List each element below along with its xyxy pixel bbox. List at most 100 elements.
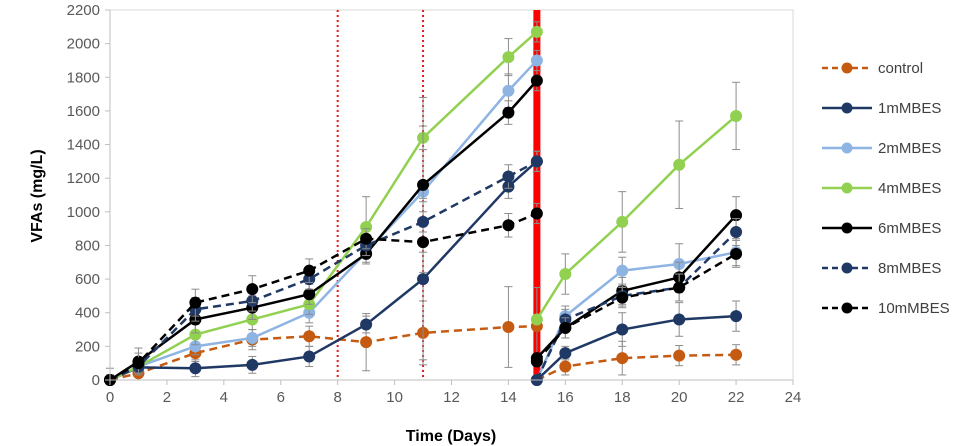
y-tick-label: 2000 (67, 36, 100, 53)
data-point (417, 215, 430, 228)
y-axis-title: VFAs (mg/L) (29, 149, 46, 242)
y-tick-label: 1800 (67, 69, 100, 86)
data-point (530, 313, 543, 326)
legend-item-control: control (822, 60, 923, 77)
legend-marker (841, 62, 853, 74)
legend-marker (841, 222, 853, 234)
legend-label: 10mMBES (878, 300, 950, 317)
y-tick-label: 1400 (67, 137, 100, 154)
data-point (616, 264, 629, 277)
axes: 0 2 4 6 8 10 12 14 16 18 20 22 240200400600800100012… (67, 2, 802, 406)
y-tick-label: 1200 (67, 170, 100, 187)
legend-label: 1mMBES (878, 100, 941, 117)
series-line (536, 353, 737, 382)
y-tick-label: 2200 (67, 2, 100, 19)
x-tick-label: 22 (728, 389, 745, 406)
data-point (673, 313, 686, 326)
data-point (303, 350, 316, 363)
data-point (616, 323, 629, 336)
data-point (730, 109, 743, 122)
y-tick-label: 800 (75, 237, 100, 254)
y-tick-label: 1600 (67, 103, 100, 120)
data-point (303, 288, 316, 301)
x-tick-label: 16 (557, 389, 574, 406)
series-layer (104, 21, 743, 386)
data-point (559, 268, 572, 281)
legend-label: 8mMBES (878, 260, 941, 277)
data-point (417, 178, 430, 191)
data-point (730, 310, 743, 323)
data-point (673, 349, 686, 362)
x-tick-label: 2 (163, 389, 171, 406)
legend-label: control (878, 60, 923, 77)
legend-marker (841, 102, 853, 114)
y-tick-label: 200 (75, 338, 100, 355)
x-tick-label: 14 (500, 389, 517, 406)
data-point (673, 281, 686, 294)
data-point (502, 106, 515, 119)
data-point (616, 291, 629, 304)
series-line (109, 160, 538, 382)
data-point (730, 247, 743, 260)
legend-label: 4mMBES (878, 180, 941, 197)
legend-item-1mMBES: 1mMBES (822, 100, 941, 117)
data-point (616, 352, 629, 365)
data-point (417, 273, 430, 286)
series-line (535, 214, 738, 359)
legend-marker (841, 262, 853, 274)
data-point (502, 219, 515, 232)
data-point (360, 336, 373, 349)
legend-item-2mMBES: 2mMBES (822, 140, 941, 157)
data-point (530, 155, 543, 168)
series-line (535, 115, 737, 321)
series-line (109, 324, 537, 382)
legend-marker (841, 302, 853, 314)
data-point (559, 321, 572, 334)
data-point (246, 283, 259, 296)
data-point (303, 264, 316, 277)
data-point (530, 355, 543, 368)
data-point (673, 158, 686, 171)
y-tick-label: 1000 (67, 204, 100, 221)
data-point (189, 296, 202, 309)
x-axis-title: Time (Days) (406, 428, 496, 445)
x-tick-label: 12 (443, 389, 460, 406)
legend: control 1mMBES 2mMBES 4mMBES 6mMBES 8mMBES 10m… (822, 60, 950, 317)
data-point (502, 51, 515, 64)
x-tick-label: 24 (785, 389, 802, 406)
data-point (616, 215, 629, 228)
data-point (530, 74, 543, 87)
legend-item-6mMBES: 6mMBES (822, 220, 941, 237)
y-tick-label: 0 (92, 372, 100, 389)
y-tick-label: 600 (75, 271, 100, 288)
data-point (360, 232, 373, 245)
data-point (530, 54, 543, 67)
series-line (109, 79, 538, 382)
data-point (559, 347, 572, 360)
data-point (132, 357, 145, 370)
x-tick-label: 20 (671, 389, 688, 406)
x-tick-label: 0 (106, 389, 114, 406)
legend-item-4mMBES: 4mMBES (822, 180, 941, 197)
x-tick-label: 8 (333, 389, 341, 406)
data-point (502, 84, 515, 97)
data-point (502, 321, 515, 334)
y-tick-label: 400 (75, 305, 100, 322)
data-point (502, 170, 515, 183)
data-point (559, 360, 572, 373)
data-point (730, 348, 743, 361)
data-point (246, 358, 259, 371)
data-point (530, 207, 543, 220)
data-point (730, 226, 743, 238)
legend-item-8mMBES: 8mMBES (822, 260, 941, 277)
legend-marker (841, 142, 853, 154)
data-point (303, 330, 316, 343)
legend-marker (841, 182, 853, 194)
x-tick-label: 18 (614, 389, 631, 406)
legend-label: 6mMBES (878, 220, 941, 237)
data-point (189, 362, 202, 375)
series-line (109, 30, 538, 382)
data-point (360, 318, 373, 331)
data-point (246, 331, 259, 344)
